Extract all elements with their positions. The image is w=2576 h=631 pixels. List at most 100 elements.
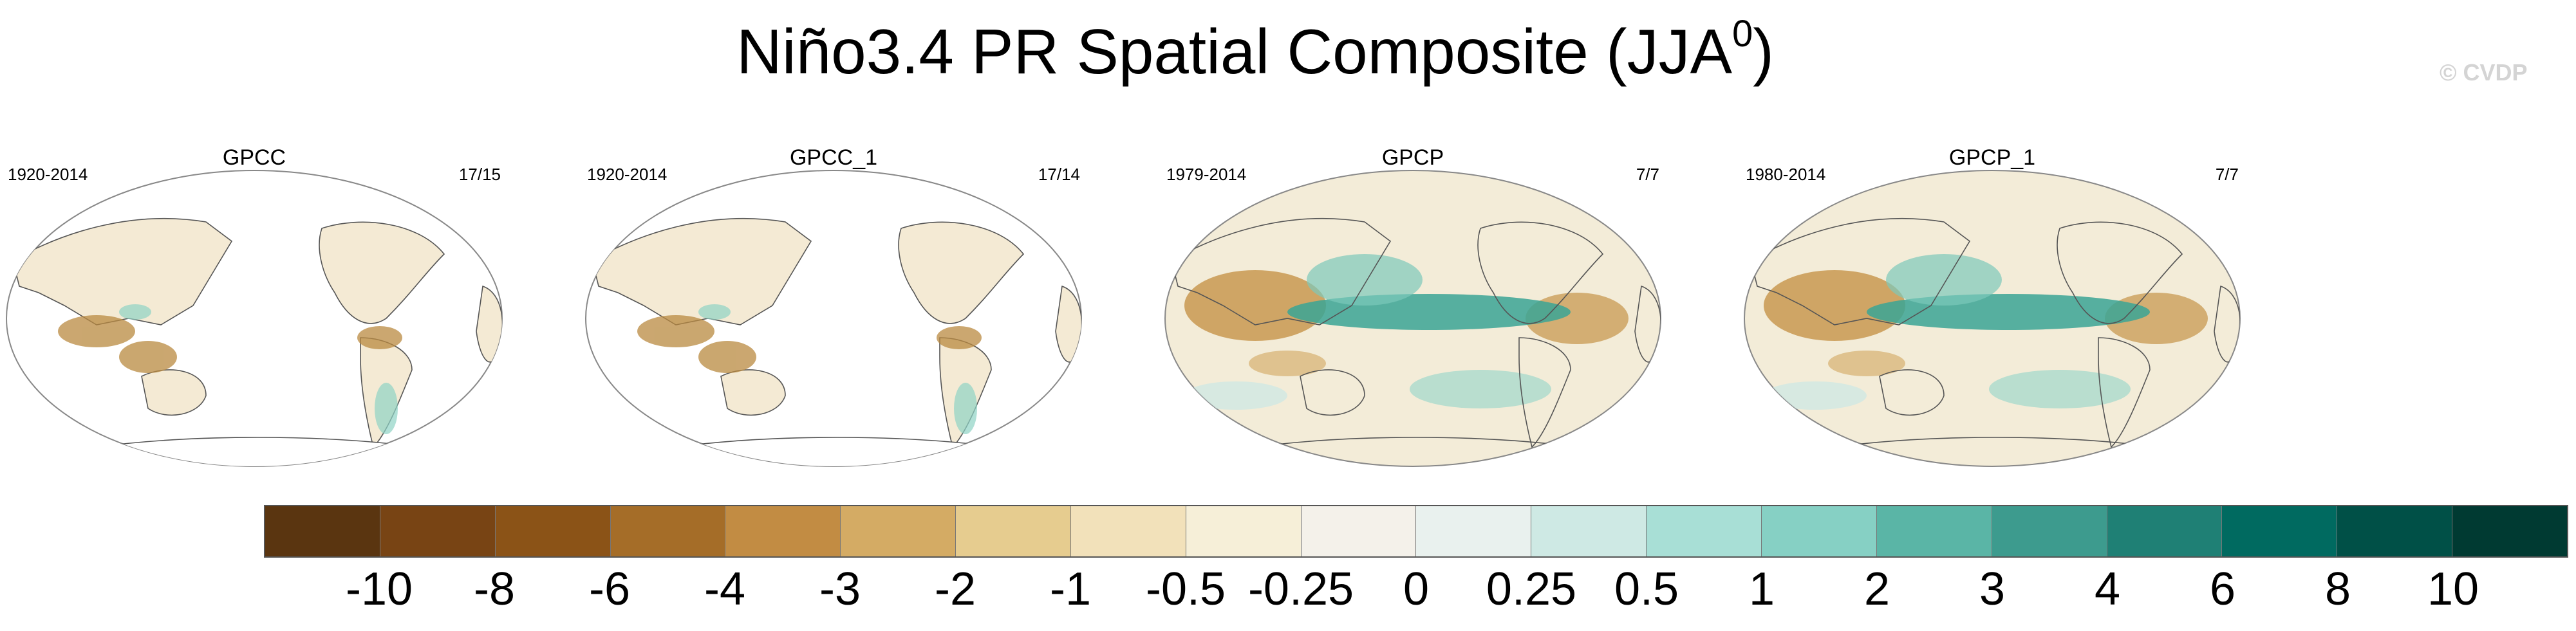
colorbar-box xyxy=(956,506,1071,556)
panel-count: 17/14 xyxy=(1038,165,1080,184)
colorbar-tick-label: 6 xyxy=(2209,563,2236,615)
anomaly-dry xyxy=(1764,270,1905,341)
colorbar-box xyxy=(1186,506,1302,556)
colorbar-box xyxy=(1301,506,1417,556)
landmass-australia xyxy=(720,369,786,416)
panel-years: 1920-2014 xyxy=(587,165,667,184)
anomaly-wet xyxy=(1989,370,2131,408)
colorbar-box xyxy=(841,506,957,556)
colorbar-box xyxy=(1531,506,1647,556)
anomaly-dry xyxy=(58,315,135,347)
anomaly-wet xyxy=(119,304,151,320)
colorbar-box xyxy=(1761,506,1877,556)
panel-label: GPCC xyxy=(222,145,286,170)
anomaly-wet xyxy=(375,383,398,434)
landmass-australia xyxy=(1300,369,1365,416)
colorbar-tick-label: -0.5 xyxy=(1145,563,1226,615)
colorbar-box xyxy=(495,506,611,556)
anomaly-dry xyxy=(937,326,982,349)
anomaly-wet xyxy=(954,383,977,434)
colorbar-tick-label: -1 xyxy=(1049,563,1092,615)
title-superscript: 0 xyxy=(1732,13,1753,55)
map xyxy=(585,170,1082,467)
landmass-north-america xyxy=(2057,221,2183,324)
colorbar-tick-label: -8 xyxy=(473,563,516,615)
anomaly-dry xyxy=(1249,351,1326,376)
anomaly-wet xyxy=(1764,381,1867,410)
colorbar-box xyxy=(1992,506,2107,556)
colorbar-tick-label: 0 xyxy=(1403,563,1430,615)
panel-label: GPCP xyxy=(1381,145,1444,170)
colorbar-tick-label: -0.25 xyxy=(1247,563,1354,615)
colorbar-box xyxy=(1070,506,1186,556)
colorbar-box xyxy=(2337,506,2453,556)
anomaly-wet xyxy=(1886,254,2002,306)
anomaly-wet xyxy=(698,304,731,320)
panel-label: GPCC_1 xyxy=(789,145,878,170)
colorbar-box xyxy=(265,506,380,556)
colorbar-tick-label: 0.5 xyxy=(1614,563,1679,615)
colorbar-tick-label: 4 xyxy=(2094,563,2121,615)
landmass-antarctica xyxy=(96,437,419,466)
landmass-north-america xyxy=(898,221,1025,324)
landmass-asia xyxy=(1750,217,1971,325)
colorbar-tick-label: 0.25 xyxy=(1486,563,1577,615)
colorbar-box xyxy=(610,506,726,556)
anomaly-wet xyxy=(1307,254,1423,306)
anomaly-dry xyxy=(1184,270,1326,341)
colorbar-box xyxy=(1416,506,1532,556)
colorbar-tick-label: -2 xyxy=(934,563,976,615)
map-panel-gpcp: 1979-2014 GPCP 7/7 xyxy=(1159,135,1667,476)
colorbar-tick-label: -3 xyxy=(819,563,861,615)
anomaly-dry xyxy=(637,315,714,347)
landmass-antarctica xyxy=(1834,437,2157,448)
colorbar-box xyxy=(2452,506,2567,556)
landmass-asia xyxy=(1171,217,1392,325)
map xyxy=(6,170,503,467)
map-panel-gpcc: 1920-2014 GPCC 17/15 xyxy=(0,135,509,476)
anomaly-wet xyxy=(1410,370,1551,408)
anomaly-dry xyxy=(698,341,756,373)
colorbar-box xyxy=(1647,506,1762,556)
landmass-south-america xyxy=(2098,337,2151,448)
colorbar-box xyxy=(2107,506,2223,556)
panel-count: 7/7 xyxy=(2215,165,2239,184)
landmass-antarctica xyxy=(675,437,998,466)
panel-count: 7/7 xyxy=(1636,165,1659,184)
title-text: Niño3.4 PR Spatial Composite (JJA xyxy=(736,16,1732,87)
colorbar-tick-label: 8 xyxy=(2324,563,2351,615)
colorbar-tick-label: -4 xyxy=(704,563,746,615)
colorbar-tick-label: 1 xyxy=(1748,563,1775,615)
colorbar-tick-label: -10 xyxy=(345,563,413,615)
colorbar-tick-label: -6 xyxy=(588,563,631,615)
anomaly-dry xyxy=(357,326,402,349)
colorbar-tick-label: 3 xyxy=(1979,563,2006,615)
map xyxy=(1164,170,1661,467)
landmass-australia xyxy=(1879,369,1945,416)
title-close: ) xyxy=(1753,16,1774,87)
landmass-north-america xyxy=(1477,221,1604,324)
landmass-north-america xyxy=(319,221,445,324)
colorbar-box xyxy=(2222,506,2338,556)
anomaly-dry xyxy=(119,341,177,373)
panel-years: 1920-2014 xyxy=(8,165,88,184)
panel-label: GPCP_1 xyxy=(1948,145,2036,170)
panel-years: 1980-2014 xyxy=(1746,165,1826,184)
map-panel-gpcc-1: 1920-2014 GPCC_1 17/14 xyxy=(579,135,1088,476)
colorbar-box xyxy=(725,506,841,556)
map-panel-gpcp-1: 1980-2014 GPCP_1 7/7 xyxy=(1738,135,2246,476)
anomaly-wet xyxy=(1184,381,1287,410)
landmass-antarctica xyxy=(1255,437,1578,448)
map xyxy=(1744,170,2241,467)
colorbar-tick-label: 2 xyxy=(1863,563,1890,615)
landmass-australia xyxy=(141,369,207,416)
panel-count: 17/15 xyxy=(458,165,501,184)
page-title: Niño3.4 PR Spatial Composite (JJA0) xyxy=(0,13,2510,90)
colorbar-box xyxy=(380,506,496,556)
anomaly-dry xyxy=(1828,351,1905,376)
panel-years: 1979-2014 xyxy=(1166,165,1247,184)
colorbar xyxy=(264,505,2568,558)
watermark: © CVDP xyxy=(2440,59,2528,86)
landmass-south-america xyxy=(1518,337,1571,448)
colorbar-box xyxy=(1876,506,1992,556)
